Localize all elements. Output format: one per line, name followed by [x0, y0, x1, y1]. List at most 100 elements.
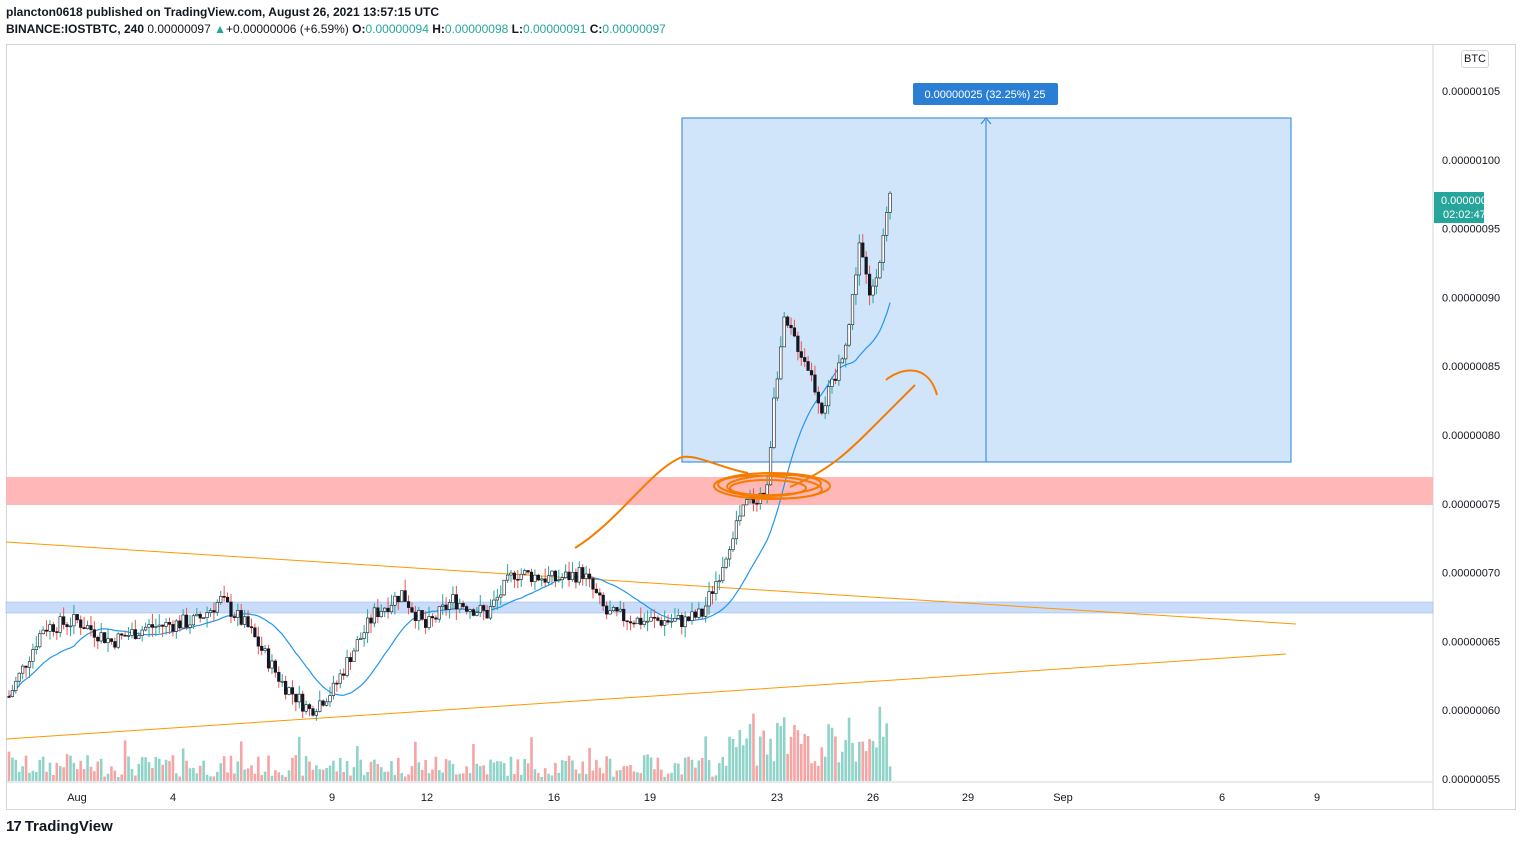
support-zone[interactable] [5, 601, 1434, 614]
candle-body [666, 620, 670, 623]
volume-bar [236, 761, 240, 781]
volume-bar [769, 738, 772, 781]
volume-bar [58, 766, 62, 781]
candle-body [31, 649, 35, 662]
volume-bar [878, 706, 882, 781]
candle-body [400, 590, 404, 603]
volume-bar [315, 765, 318, 781]
volume-bar [17, 771, 21, 781]
volume-bar [799, 743, 803, 781]
candle-body [140, 629, 144, 636]
volume-bar [823, 756, 827, 781]
candle-body [301, 693, 305, 712]
candle-body [468, 609, 472, 612]
candle-body [48, 624, 52, 632]
upper-trendline[interactable] [5, 541, 1297, 625]
volume-bar [127, 756, 130, 781]
volume-bar [465, 766, 468, 781]
candle-body [260, 645, 264, 651]
volume-bar [793, 725, 796, 781]
volume-bar [564, 760, 567, 781]
volume-bar [229, 755, 233, 781]
currency-badge[interactable]: BTC [1461, 50, 1489, 68]
volume-bar [666, 773, 670, 781]
candle-body [232, 616, 236, 618]
candle-body [830, 378, 834, 387]
candle-body [471, 609, 476, 616]
drawn-circle-scribble[interactable] [713, 472, 831, 501]
drawn-curve-arrow[interactable] [574, 455, 749, 549]
volume-bar [359, 759, 363, 781]
candle-body [779, 346, 783, 380]
volume-bar [72, 762, 76, 781]
candle-body [181, 614, 185, 629]
volume-bar [858, 741, 861, 781]
chart-frame [6, 44, 1516, 810]
price-axis[interactable]: 0.00000105 0.00000100 0.00000095 0.00000090… [1442, 86, 1500, 786]
volume-bar [567, 755, 571, 781]
volume-bar [11, 757, 14, 781]
candle-body [120, 633, 124, 636]
candle-body [335, 682, 339, 685]
candle-body [714, 581, 718, 594]
candle-body [263, 648, 267, 651]
candle-body [376, 607, 380, 618]
volume-bar [759, 736, 762, 781]
candle-body [178, 620, 182, 629]
volume-bar [99, 758, 103, 781]
volume-bar [373, 759, 376, 781]
time-tick-label: 9 [1314, 792, 1320, 804]
candle-body [123, 634, 127, 637]
candle-body [198, 613, 202, 619]
candle-body [850, 294, 855, 325]
drawn-trend-line[interactable] [789, 384, 916, 488]
volume-bar [755, 765, 759, 781]
measure-arrow-icon [980, 117, 992, 125]
volume-bar [185, 760, 188, 781]
candle-body [478, 605, 482, 613]
volume-bar [806, 736, 810, 781]
candle-body [85, 625, 90, 630]
volume-bar [383, 771, 386, 781]
volume-bar [663, 776, 666, 781]
volume-bar [349, 775, 352, 781]
volume-bar [120, 774, 123, 781]
lower-trendline[interactable] [5, 653, 1287, 740]
volume-bar [151, 767, 154, 781]
volume-bar [632, 771, 636, 781]
candle-body [601, 594, 605, 607]
volume-bar [397, 757, 400, 781]
candle-body [294, 693, 298, 703]
volume-bar [205, 774, 209, 781]
volume-bar [659, 769, 663, 781]
candle-body [225, 596, 230, 603]
volume-bar [803, 733, 806, 781]
candle-body [871, 285, 875, 296]
volume-bar [622, 766, 625, 781]
candle-body [854, 274, 858, 295]
candle-body [697, 608, 701, 618]
candle-body [519, 573, 523, 580]
volume-bar [171, 755, 175, 781]
volume-bar [113, 770, 117, 781]
candle-body [34, 646, 38, 650]
volume-bar [509, 756, 513, 781]
candle-body [280, 680, 284, 683]
candle-body [546, 575, 551, 583]
volume-bar [393, 774, 397, 781]
time-axis[interactable]: Aug 4 9 12 16 19 23 26 29 Sep 6 9 [67, 792, 1320, 804]
volume-bar [198, 765, 202, 781]
candle-body [290, 687, 295, 695]
candle-body [79, 619, 83, 628]
volume-bar [451, 763, 455, 781]
volume-bar [615, 770, 619, 781]
volume-bar [513, 774, 516, 781]
candle-body [724, 558, 728, 568]
candle-body [437, 606, 441, 620]
price-tick-label: 0.00000085 [1442, 361, 1500, 373]
candle-body [417, 610, 421, 621]
volume-bar [31, 770, 35, 781]
volume-bar [140, 757, 144, 781]
drawn-arc[interactable] [885, 369, 938, 396]
